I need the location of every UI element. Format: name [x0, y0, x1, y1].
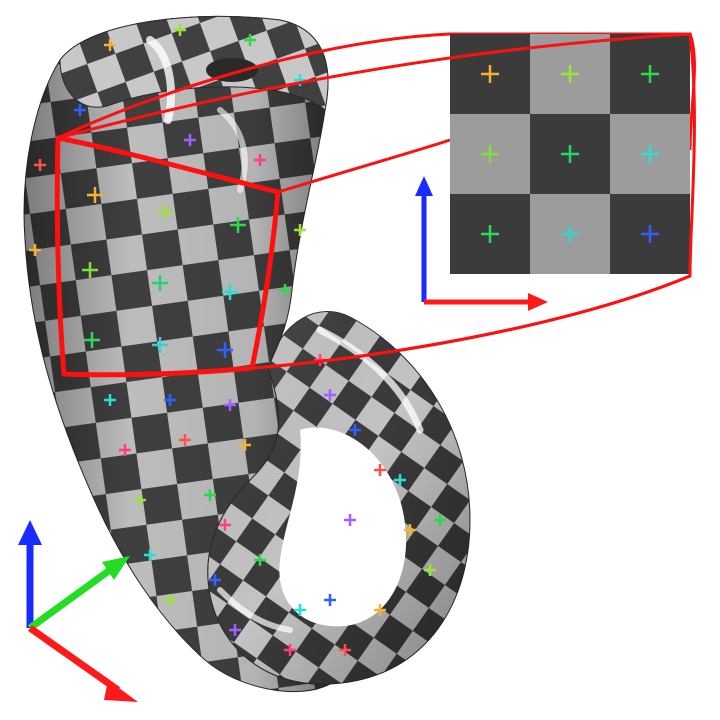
xyz-axes-icon	[18, 520, 138, 702]
patch-cross-marker	[82, 262, 98, 278]
inset-curve-outline	[57, 32, 696, 370]
surface-cross-marker	[239, 439, 251, 451]
surface-cross-marker	[279, 284, 291, 296]
surface-cross-marker	[34, 159, 46, 171]
surface-cross-marker	[404, 524, 416, 536]
surface-cross-marker	[179, 434, 191, 446]
surface-cross-marker	[324, 594, 336, 606]
inset-cross-marker	[481, 145, 499, 163]
patch-cross-marker	[157, 204, 173, 220]
surface-cross-marker	[339, 644, 351, 656]
surface-cross-marker	[374, 604, 386, 616]
inset-cross-marker	[641, 145, 659, 163]
surface-cross-marker	[219, 519, 231, 531]
surface-cross-marker	[104, 39, 116, 51]
patch-cross-marker	[87, 187, 103, 203]
surface-cross-marker	[284, 644, 296, 656]
patch-cross-markers	[82, 187, 246, 358]
patch-cross-marker	[152, 337, 168, 353]
inset-cross-marker	[561, 225, 579, 243]
uv-axes-icon	[415, 176, 548, 311]
surface-cross-marker	[164, 594, 176, 606]
surface-cross-marker	[29, 244, 41, 256]
uv-patch-inset	[450, 34, 690, 274]
surface-cross-marker	[254, 154, 266, 166]
surface-cross-marker	[224, 399, 236, 411]
surface-cross-marker	[204, 489, 216, 501]
inset-cross-marker	[481, 65, 499, 83]
inset-cross-marker	[641, 65, 659, 83]
surface-cross-marker	[349, 424, 361, 436]
surface-cross-marker	[164, 394, 176, 406]
surface-cross-marker	[244, 34, 256, 46]
surface-cross-marker	[344, 514, 356, 526]
surface-cross-marker	[104, 394, 116, 406]
inset-cross-marker	[641, 225, 659, 243]
surface-cross-marker	[144, 549, 156, 561]
surface-cross-marker	[324, 389, 336, 401]
inset-cross-marker	[561, 145, 579, 163]
patch-cross-marker	[222, 284, 238, 300]
surface-cross-marker	[434, 514, 446, 526]
patch-cross-marker	[84, 332, 100, 348]
surface-cross-marker	[294, 604, 306, 616]
patch-cross-marker	[230, 217, 246, 233]
surface-cross-marker	[134, 494, 146, 506]
surface-cross-marker	[229, 624, 241, 636]
inset-cross-marker	[561, 65, 579, 83]
surface-cross-marker	[294, 224, 306, 236]
surface-cross-marker	[119, 444, 131, 456]
patch-cross-marker	[152, 275, 168, 291]
inset-cross-marker	[481, 225, 499, 243]
surface-cross-marker	[394, 474, 406, 486]
surface-cross-marker	[174, 24, 186, 36]
surface-cross-marker	[184, 134, 196, 146]
surface-cross-marker	[209, 574, 221, 586]
surface-cross-marker	[74, 104, 86, 116]
handle-tube	[207, 310, 471, 685]
surface-cross-marker	[424, 564, 436, 576]
surface-cross-marker	[374, 464, 386, 476]
surface-cross-marker	[254, 554, 266, 566]
patch-cross-marker	[217, 342, 233, 358]
